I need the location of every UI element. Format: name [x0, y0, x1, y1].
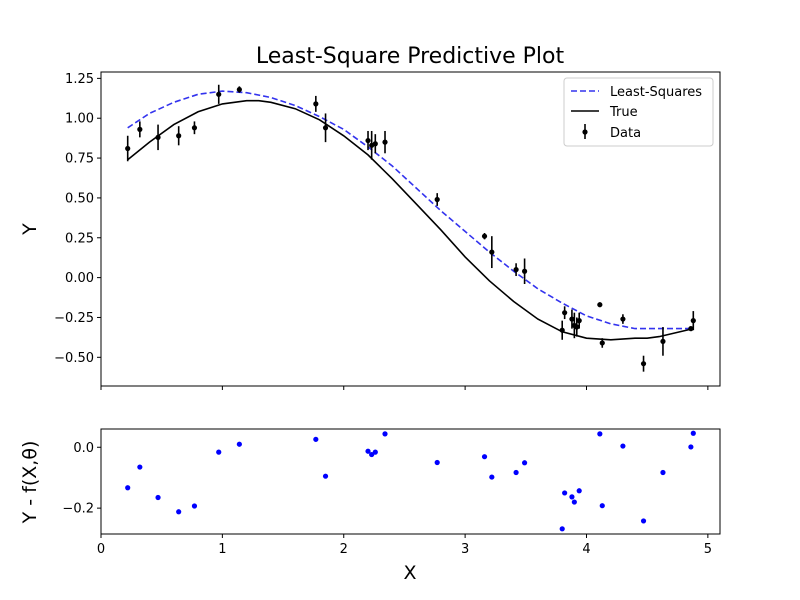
residual-plot-frame — [100, 428, 721, 535]
residual-x-tick-label-0: 0 — [97, 542, 105, 557]
legend-least-squares-label: Least-Squares — [610, 85, 702, 100]
main-y-tick-label-4: 0.50 — [65, 191, 94, 206]
legend-box — [563, 77, 714, 147]
residual-y-tick-label-0: −0.2 — [62, 502, 94, 517]
least-squares-curve — [127, 90, 694, 330]
legend-data-marker-swatch — [582, 129, 588, 135]
data-point-1 — [137, 126, 143, 132]
main-y-tick-label-5: 0.75 — [65, 152, 94, 167]
main-axis-ticks: −0.50 −0.25 0.00 0.25 0.50 0.75 1.00 1.25 — [54, 72, 709, 390]
x-axis-label: X — [403, 562, 416, 584]
data-point-17 — [521, 268, 528, 274]
data-point-0 — [125, 145, 131, 152]
data-point-16 — [513, 267, 519, 273]
main-y-tick-label-6: 1.00 — [65, 112, 94, 127]
residual-x-tick-label-3: 3 — [461, 542, 469, 557]
residual-point-11 — [372, 449, 378, 455]
data-point-18 — [559, 327, 565, 333]
residual-point-20 — [569, 494, 575, 500]
data-point-19 — [562, 310, 568, 316]
residual-point-24 — [599, 503, 605, 509]
residual-point-8 — [322, 473, 329, 479]
residual-y-tick-label-1: 0.0 — [73, 441, 94, 456]
residual-point-25 — [620, 443, 626, 449]
chart-title: Least-Square Predictive Plot — [256, 44, 565, 69]
data-point-14 — [481, 233, 488, 239]
data-point-8 — [322, 125, 329, 131]
main-plot-area — [125, 84, 696, 372]
data-point-23 — [576, 318, 582, 324]
residual-x-tick-label-5: 5 — [704, 542, 712, 557]
legend-true-label: True — [609, 105, 638, 120]
data-point-30 — [690, 318, 696, 324]
main-y-tick-label-0: −0.50 — [54, 351, 94, 366]
data-point-9 — [365, 137, 371, 144]
legend: Least-Squares True Data — [563, 77, 714, 147]
data-point-25 — [599, 340, 605, 346]
residual-point-26 — [640, 518, 647, 524]
residual-point-1 — [137, 464, 143, 470]
residual-point-27 — [660, 469, 666, 476]
data-point-2 — [155, 134, 161, 140]
data-point-28 — [660, 338, 666, 344]
data-point-6 — [236, 86, 242, 93]
residual-point-10 — [369, 451, 375, 458]
data-point-4 — [191, 125, 198, 131]
residual-point-6 — [236, 441, 242, 447]
residual-x-tick-label-2: 2 — [340, 542, 348, 557]
main-y-tick-label-2: 0.00 — [65, 271, 94, 286]
main-plot-frame — [100, 71, 721, 387]
residual-point-12 — [382, 431, 388, 437]
residual-point-17 — [521, 460, 528, 466]
residual-point-13 — [434, 459, 440, 466]
data-point-12 — [382, 139, 388, 145]
residual-point-2 — [155, 494, 161, 501]
residual-axis-ticks: 0 1 2 3 4 5 −0.2 0.0 — [62, 441, 712, 557]
data-point-20 — [569, 316, 575, 322]
residual-point-0 — [125, 485, 131, 491]
residual-point-19 — [562, 490, 568, 496]
data-point-24 — [597, 302, 603, 308]
data-point-7 — [313, 101, 319, 107]
main-y-tick-label-3: 0.25 — [65, 231, 94, 246]
residual-point-29 — [690, 430, 696, 436]
data-point-3 — [176, 133, 182, 139]
residual-x-tick-label-1: 1 — [218, 542, 226, 557]
data-point-11 — [372, 141, 378, 147]
residual-point-5 — [216, 449, 222, 455]
residual-y-axis-label: Y - f(X,θ) — [19, 441, 41, 525]
main-y-tick-label-1: −0.25 — [54, 311, 94, 326]
residual-point-23 — [597, 431, 603, 437]
data-point-26 — [620, 316, 626, 322]
residual-point-16 — [513, 469, 519, 476]
residual-y-axis-label-text: Y - f(X,θ) — [19, 441, 41, 525]
residual-point-4 — [191, 503, 198, 509]
residual-point-22 — [576, 488, 582, 494]
data-point-15 — [489, 249, 495, 255]
residual-point-9 — [365, 448, 371, 454]
residual-point-18 — [559, 526, 565, 532]
residual-point-14 — [481, 454, 488, 460]
residual-point-15 — [489, 474, 495, 480]
residual-point-28 — [688, 444, 694, 450]
residual-point-21 — [571, 499, 577, 505]
residual-point-7 — [313, 436, 319, 442]
residual-plot-area — [125, 430, 696, 532]
legend-data-label: Data — [610, 126, 641, 141]
main-y-tick-label-7: 1.25 — [65, 72, 94, 87]
true-curve — [127, 99, 694, 341]
data-point-5 — [216, 91, 222, 97]
residual-x-tick-label-4: 4 — [582, 542, 590, 557]
data-point-27 — [640, 361, 647, 367]
data-point-13 — [434, 196, 440, 203]
residual-point-3 — [176, 509, 182, 515]
data-point-22 — [574, 324, 580, 330]
data-point-29 — [688, 326, 694, 332]
main-y-axis-label: Y — [19, 223, 41, 236]
